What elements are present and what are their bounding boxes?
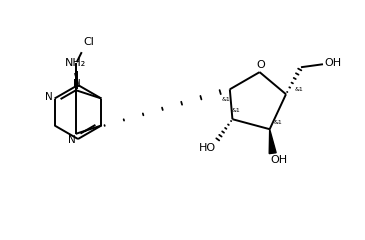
Text: N: N	[68, 135, 76, 145]
Text: &1: &1	[232, 108, 241, 113]
Text: &1: &1	[273, 120, 282, 125]
Text: N: N	[45, 92, 53, 102]
Text: Cl: Cl	[83, 37, 94, 47]
Text: HO: HO	[199, 143, 216, 153]
Text: N: N	[73, 79, 81, 89]
Text: &1: &1	[222, 97, 230, 102]
Text: O: O	[256, 60, 265, 70]
Text: &1: &1	[295, 87, 304, 92]
Text: OH: OH	[324, 58, 342, 68]
Text: NH₂: NH₂	[64, 58, 86, 68]
Text: OH: OH	[270, 155, 287, 165]
Polygon shape	[269, 129, 276, 154]
